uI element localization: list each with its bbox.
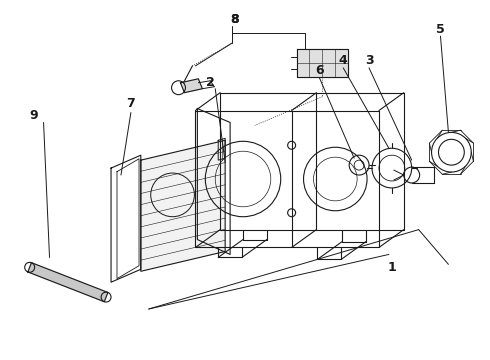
Text: 7: 7 — [126, 97, 135, 110]
Polygon shape — [296, 49, 348, 77]
Polygon shape — [28, 263, 108, 302]
Text: 6: 6 — [315, 64, 324, 77]
Text: 2: 2 — [206, 76, 215, 89]
Polygon shape — [141, 140, 225, 271]
Text: 4: 4 — [339, 54, 347, 67]
Polygon shape — [180, 79, 202, 93]
Text: 1: 1 — [388, 261, 396, 274]
Text: 8: 8 — [230, 13, 239, 26]
Text: 3: 3 — [365, 54, 373, 67]
Text: 9: 9 — [29, 109, 38, 122]
Text: 5: 5 — [436, 23, 445, 36]
Text: 8: 8 — [230, 13, 239, 26]
